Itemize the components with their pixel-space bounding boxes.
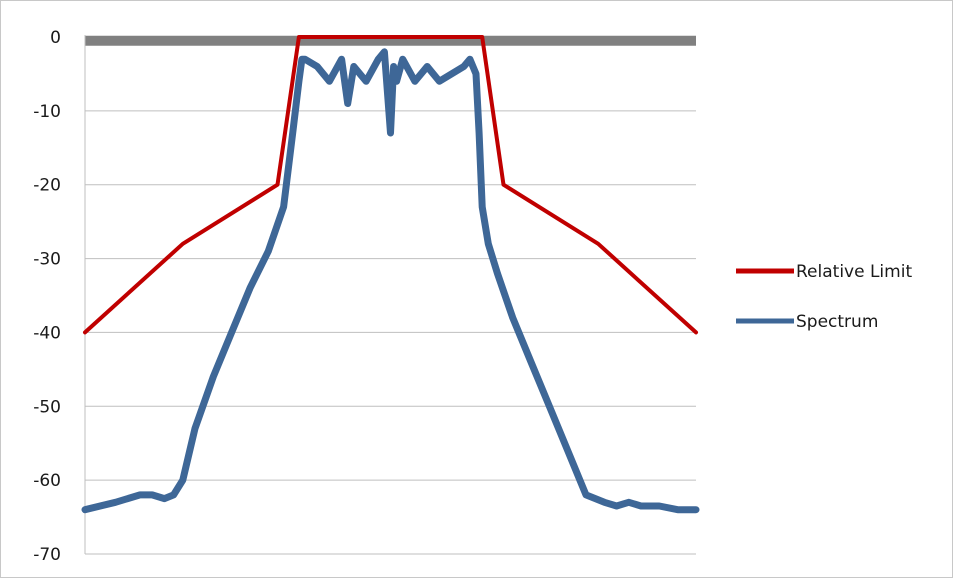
y-tick-label: -20 <box>33 176 61 196</box>
legend: Relative Limit Spectrum <box>736 262 912 332</box>
y-tick-label: -60 <box>33 471 61 491</box>
y-tick-label: -70 <box>33 545 61 565</box>
y-tick-label: 0 <box>50 28 61 48</box>
tick-label-layer: 0 -10 -20 -30 -40 -50 -60 -70 <box>33 28 61 565</box>
y-tick-label: -40 <box>33 323 61 343</box>
y-tick-label: -50 <box>33 397 61 417</box>
legend-label-relative-limit: Relative Limit <box>796 262 912 282</box>
spectrum-series-line <box>81 48 700 514</box>
relative-limit-series-line <box>83 35 698 335</box>
legend-label-spectrum: Spectrum <box>796 312 878 332</box>
grid-layer <box>85 36 696 555</box>
y-tick-label: -10 <box>33 102 61 122</box>
y-tick-label: -30 <box>33 250 61 270</box>
series-layer <box>81 35 700 514</box>
